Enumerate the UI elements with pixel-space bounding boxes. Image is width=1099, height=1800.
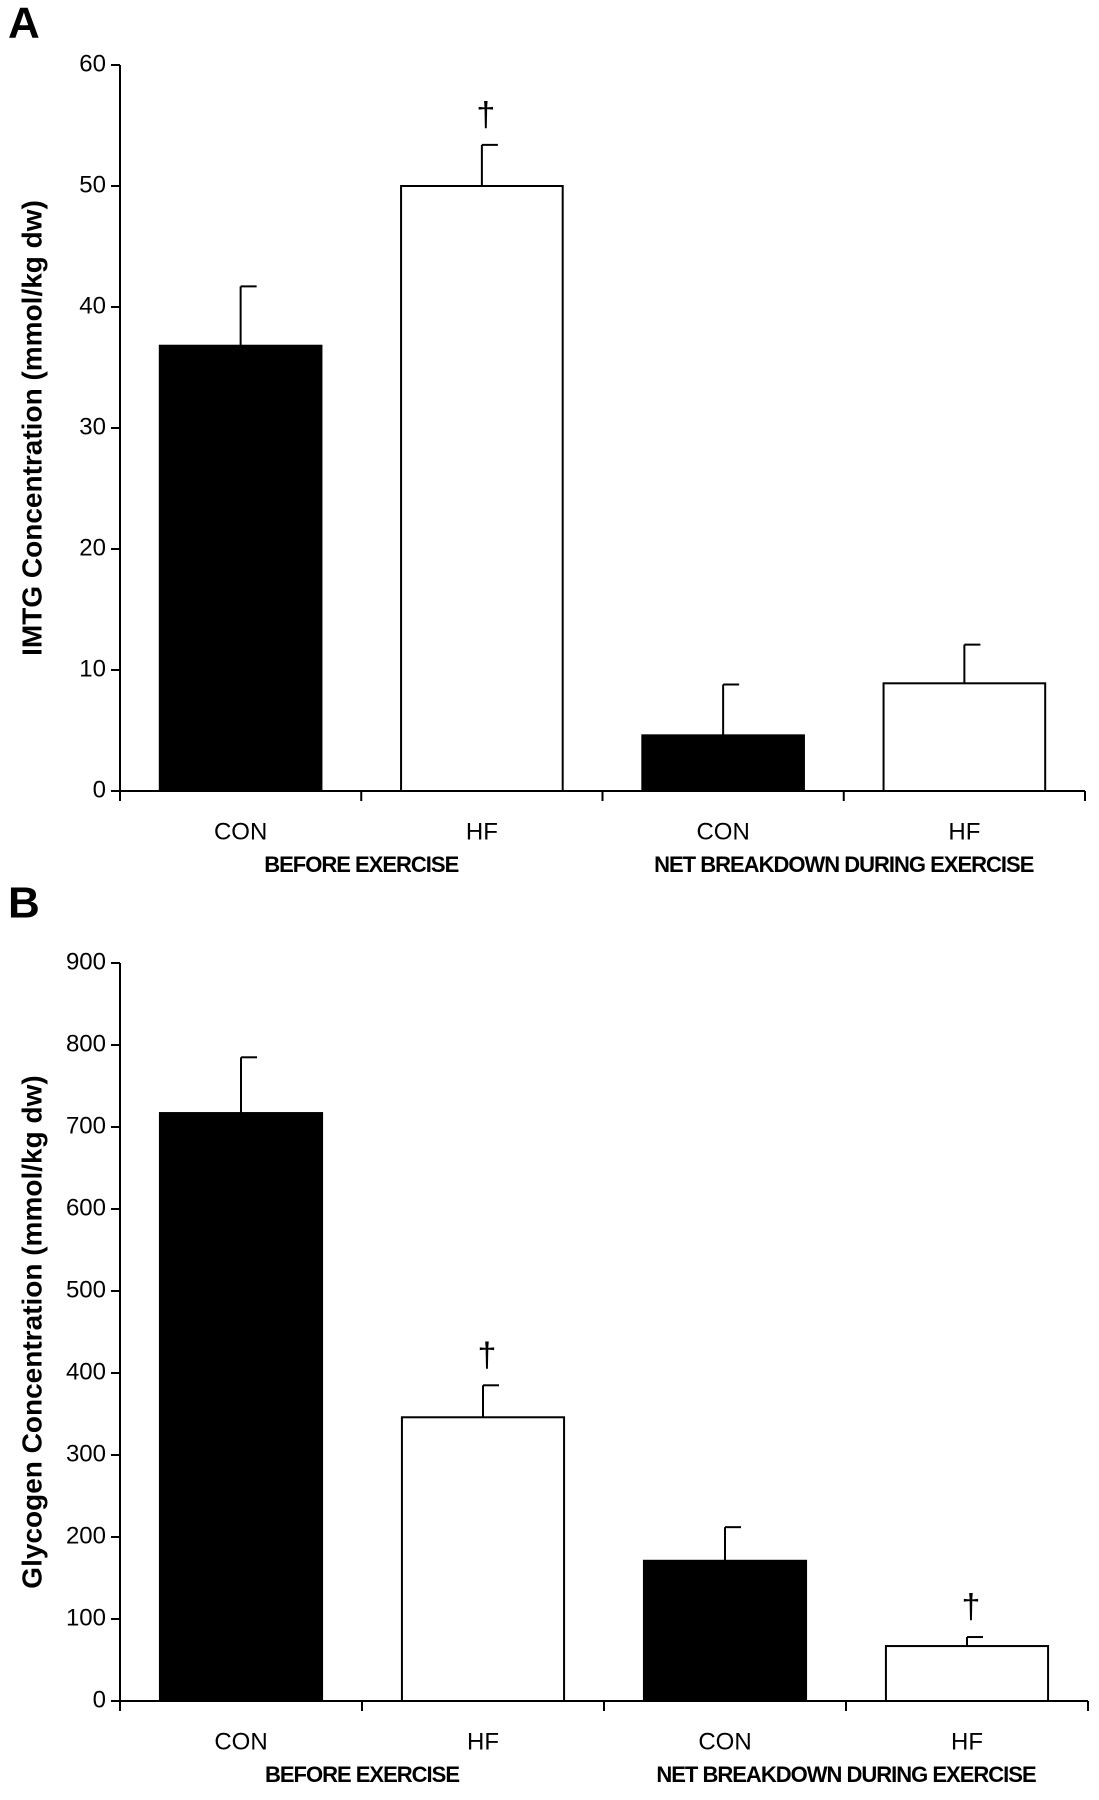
y-tick-label: 0 bbox=[93, 1686, 106, 1713]
y-axis-label: IMTG Concentration (mmol/kg dw) bbox=[16, 200, 47, 656]
y-tick-label: 200 bbox=[66, 1522, 106, 1549]
significance-mark: † bbox=[478, 1336, 497, 1374]
bar bbox=[884, 1645, 1050, 1703]
group-label: NET BREAKDOWN DURING EXERCISE bbox=[656, 1762, 1036, 1787]
x-tick-label: CON bbox=[698, 1728, 751, 1755]
y-tick-label: 20 bbox=[79, 534, 106, 561]
panel-label: B bbox=[8, 879, 40, 928]
x-tick-label: CON bbox=[696, 818, 749, 845]
y-tick-label: 500 bbox=[66, 1276, 106, 1303]
x-tick-label: CON bbox=[214, 1728, 267, 1755]
bar bbox=[158, 344, 323, 792]
bar bbox=[400, 185, 564, 792]
y-tick-label: 40 bbox=[79, 292, 106, 319]
bar bbox=[641, 734, 805, 793]
x-tick-label: HF bbox=[467, 1728, 499, 1755]
y-tick-label: 600 bbox=[66, 1194, 106, 1221]
significance-mark: † bbox=[962, 1588, 981, 1626]
y-tick-label: 100 bbox=[66, 1604, 106, 1631]
x-tick-label: HF bbox=[948, 818, 980, 845]
x-tick-label: CON bbox=[214, 818, 267, 845]
bar bbox=[882, 682, 1047, 792]
significance-mark: † bbox=[476, 96, 495, 134]
group-label: BEFORE EXERCISE bbox=[264, 852, 458, 877]
y-axis-label: Glycogen Concentration (mmol/kg dw) bbox=[16, 1075, 47, 1588]
y-tick-label: 10 bbox=[79, 655, 106, 682]
panel-label: A bbox=[8, 0, 40, 48]
y-tick-label: 400 bbox=[66, 1358, 106, 1385]
y-tick-label: 900 bbox=[66, 948, 106, 975]
bar bbox=[642, 1559, 808, 1703]
y-tick-label: 60 bbox=[79, 50, 106, 77]
group-label: BEFORE EXERCISE bbox=[265, 1762, 459, 1787]
y-tick-label: 800 bbox=[66, 1030, 106, 1057]
x-tick-label: HF bbox=[951, 1728, 983, 1755]
x-tick-label: HF bbox=[466, 818, 498, 845]
bar bbox=[400, 1416, 566, 1703]
y-tick-label: 300 bbox=[66, 1440, 106, 1467]
bar bbox=[158, 1112, 324, 1703]
group-label: NET BREAKDOWN DURING EXERCISE bbox=[654, 852, 1034, 877]
y-tick-label: 30 bbox=[79, 413, 106, 440]
y-tick-label: 700 bbox=[66, 1112, 106, 1139]
y-tick-label: 50 bbox=[79, 171, 106, 198]
y-tick-label: 0 bbox=[93, 776, 106, 803]
